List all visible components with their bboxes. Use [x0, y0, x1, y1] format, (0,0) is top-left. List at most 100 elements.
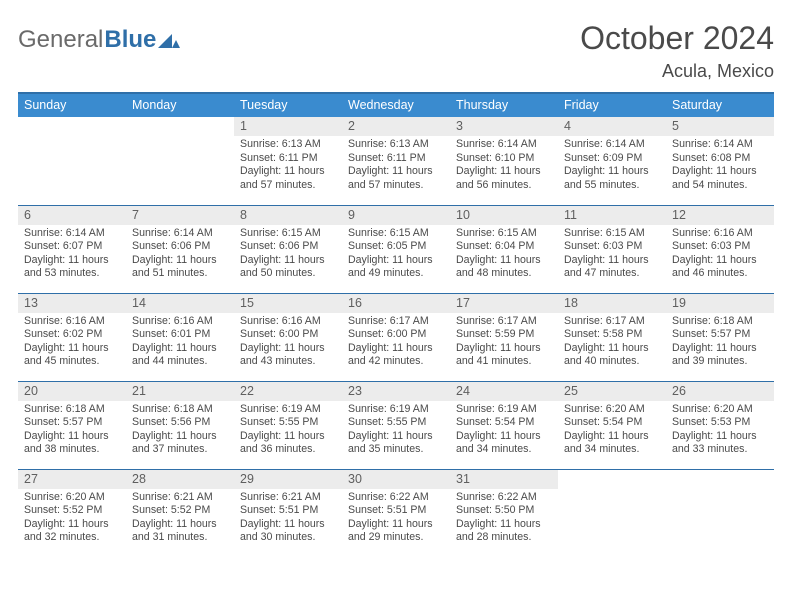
calendar-cell: 5Sunrise: 6:14 AMSunset: 6:08 PMDaylight… [666, 117, 774, 205]
sunset-text: Sunset: 6:05 PM [348, 240, 444, 254]
daylight-text: Daylight: 11 hours and 54 minutes. [672, 165, 768, 192]
sunrise-text: Sunrise: 6:16 AM [240, 315, 336, 329]
day-data: Sunrise: 6:20 AMSunset: 5:54 PMDaylight:… [558, 401, 666, 461]
daylight-text: Daylight: 11 hours and 34 minutes. [564, 430, 660, 457]
day-data: Sunrise: 6:15 AMSunset: 6:04 PMDaylight:… [450, 225, 558, 285]
day-number: 12 [666, 206, 774, 225]
sunrise-text: Sunrise: 6:15 AM [240, 227, 336, 241]
daylight-text: Daylight: 11 hours and 46 minutes. [672, 254, 768, 281]
calendar-cell: 15Sunrise: 6:16 AMSunset: 6:00 PMDayligh… [234, 293, 342, 381]
calendar-cell: 30Sunrise: 6:22 AMSunset: 5:51 PMDayligh… [342, 469, 450, 557]
calendar-cell: 11Sunrise: 6:15 AMSunset: 6:03 PMDayligh… [558, 205, 666, 293]
sunrise-text: Sunrise: 6:20 AM [672, 403, 768, 417]
calendar-cell: 14Sunrise: 6:16 AMSunset: 6:01 PMDayligh… [126, 293, 234, 381]
day-data: Sunrise: 6:17 AMSunset: 6:00 PMDaylight:… [342, 313, 450, 373]
daylight-text: Daylight: 11 hours and 48 minutes. [456, 254, 552, 281]
sunset-text: Sunset: 5:51 PM [240, 504, 336, 518]
day-data: Sunrise: 6:16 AMSunset: 6:02 PMDaylight:… [18, 313, 126, 373]
logo: General Blue [18, 26, 180, 54]
sunrise-text: Sunrise: 6:14 AM [456, 138, 552, 152]
day-number: 23 [342, 382, 450, 401]
daylight-text: Daylight: 11 hours and 36 minutes. [240, 430, 336, 457]
sunset-text: Sunset: 5:53 PM [672, 416, 768, 430]
day-data: Sunrise: 6:19 AMSunset: 5:55 PMDaylight:… [342, 401, 450, 461]
day-number: 30 [342, 470, 450, 489]
daylight-text: Daylight: 11 hours and 31 minutes. [132, 518, 228, 545]
day-data: Sunrise: 6:17 AMSunset: 5:58 PMDaylight:… [558, 313, 666, 373]
weekday-header: Thursday [450, 93, 558, 117]
sunset-text: Sunset: 6:11 PM [348, 152, 444, 166]
day-number: 14 [126, 294, 234, 313]
sunset-text: Sunset: 5:55 PM [348, 416, 444, 430]
sunset-text: Sunset: 6:00 PM [348, 328, 444, 342]
daylight-text: Daylight: 11 hours and 42 minutes. [348, 342, 444, 369]
sunrise-text: Sunrise: 6:20 AM [564, 403, 660, 417]
daylight-text: Daylight: 11 hours and 55 minutes. [564, 165, 660, 192]
sunrise-text: Sunrise: 6:17 AM [348, 315, 444, 329]
sunset-text: Sunset: 6:11 PM [240, 152, 336, 166]
weekday-header: Sunday [18, 93, 126, 117]
calendar-cell [666, 469, 774, 557]
weekday-header: Wednesday [342, 93, 450, 117]
header: General Blue October 2024 Acula, Mexico [18, 20, 774, 82]
daylight-text: Daylight: 11 hours and 53 minutes. [24, 254, 120, 281]
day-number: 9 [342, 206, 450, 225]
day-number: 4 [558, 117, 666, 136]
day-data: Sunrise: 6:20 AMSunset: 5:53 PMDaylight:… [666, 401, 774, 461]
day-number: 18 [558, 294, 666, 313]
calendar-cell: 13Sunrise: 6:16 AMSunset: 6:02 PMDayligh… [18, 293, 126, 381]
calendar-cell [558, 469, 666, 557]
day-number: 22 [234, 382, 342, 401]
day-number: 28 [126, 470, 234, 489]
day-number: 8 [234, 206, 342, 225]
day-data: Sunrise: 6:21 AMSunset: 5:51 PMDaylight:… [234, 489, 342, 549]
sunrise-text: Sunrise: 6:19 AM [348, 403, 444, 417]
daylight-text: Daylight: 11 hours and 38 minutes. [24, 430, 120, 457]
sunrise-text: Sunrise: 6:18 AM [672, 315, 768, 329]
calendar-cell: 10Sunrise: 6:15 AMSunset: 6:04 PMDayligh… [450, 205, 558, 293]
day-data: Sunrise: 6:13 AMSunset: 6:11 PMDaylight:… [342, 136, 450, 196]
calendar-cell: 26Sunrise: 6:20 AMSunset: 5:53 PMDayligh… [666, 381, 774, 469]
calendar-cell: 23Sunrise: 6:19 AMSunset: 5:55 PMDayligh… [342, 381, 450, 469]
day-number: 27 [18, 470, 126, 489]
day-number: 10 [450, 206, 558, 225]
day-data: Sunrise: 6:14 AMSunset: 6:09 PMDaylight:… [558, 136, 666, 196]
daylight-text: Daylight: 11 hours and 37 minutes. [132, 430, 228, 457]
calendar-cell: 7Sunrise: 6:14 AMSunset: 6:06 PMDaylight… [126, 205, 234, 293]
calendar-cell: 19Sunrise: 6:18 AMSunset: 5:57 PMDayligh… [666, 293, 774, 381]
sunset-text: Sunset: 5:57 PM [24, 416, 120, 430]
day-data: Sunrise: 6:16 AMSunset: 6:03 PMDaylight:… [666, 225, 774, 285]
daylight-text: Daylight: 11 hours and 41 minutes. [456, 342, 552, 369]
weekday-header-row: Sunday Monday Tuesday Wednesday Thursday… [18, 93, 774, 117]
calendar-body: 1Sunrise: 6:13 AMSunset: 6:11 PMDaylight… [18, 117, 774, 557]
day-data: Sunrise: 6:14 AMSunset: 6:07 PMDaylight:… [18, 225, 126, 285]
day-data: Sunrise: 6:19 AMSunset: 5:55 PMDaylight:… [234, 401, 342, 461]
day-number: 15 [234, 294, 342, 313]
sunset-text: Sunset: 5:52 PM [132, 504, 228, 518]
calendar-cell: 1Sunrise: 6:13 AMSunset: 6:11 PMDaylight… [234, 117, 342, 205]
calendar-cell: 18Sunrise: 6:17 AMSunset: 5:58 PMDayligh… [558, 293, 666, 381]
daylight-text: Daylight: 11 hours and 57 minutes. [240, 165, 336, 192]
day-number: 17 [450, 294, 558, 313]
sunrise-text: Sunrise: 6:16 AM [132, 315, 228, 329]
sunrise-text: Sunrise: 6:16 AM [24, 315, 120, 329]
day-number: 2 [342, 117, 450, 136]
calendar-cell: 31Sunrise: 6:22 AMSunset: 5:50 PMDayligh… [450, 469, 558, 557]
sunrise-text: Sunrise: 6:20 AM [24, 491, 120, 505]
calendar-table: Sunday Monday Tuesday Wednesday Thursday… [18, 92, 774, 557]
calendar-week-row: 6Sunrise: 6:14 AMSunset: 6:07 PMDaylight… [18, 205, 774, 293]
calendar-cell: 6Sunrise: 6:14 AMSunset: 6:07 PMDaylight… [18, 205, 126, 293]
day-data: Sunrise: 6:21 AMSunset: 5:52 PMDaylight:… [126, 489, 234, 549]
sunrise-text: Sunrise: 6:21 AM [132, 491, 228, 505]
daylight-text: Daylight: 11 hours and 40 minutes. [564, 342, 660, 369]
sunset-text: Sunset: 5:59 PM [456, 328, 552, 342]
daylight-text: Daylight: 11 hours and 35 minutes. [348, 430, 444, 457]
logo-text-2: Blue [104, 26, 156, 54]
sunset-text: Sunset: 6:01 PM [132, 328, 228, 342]
sunrise-text: Sunrise: 6:15 AM [456, 227, 552, 241]
day-number: 1 [234, 117, 342, 136]
daylight-text: Daylight: 11 hours and 32 minutes. [24, 518, 120, 545]
calendar-cell: 27Sunrise: 6:20 AMSunset: 5:52 PMDayligh… [18, 469, 126, 557]
sunrise-text: Sunrise: 6:22 AM [348, 491, 444, 505]
sunset-text: Sunset: 6:04 PM [456, 240, 552, 254]
